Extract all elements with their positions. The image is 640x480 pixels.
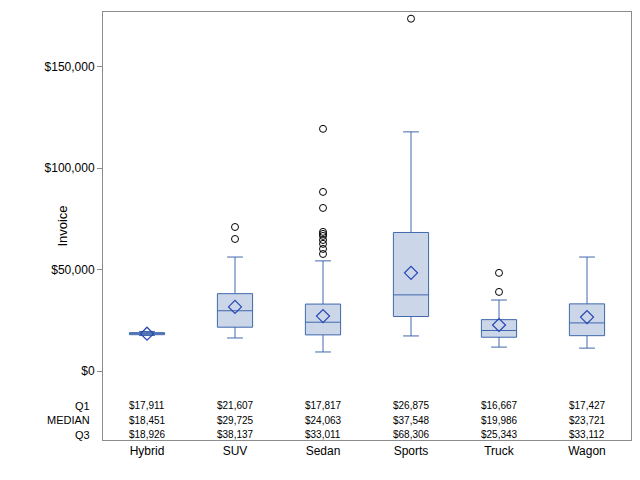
svg-text:$17,817: $17,817 xyxy=(305,400,342,411)
svg-text:$100,000: $100,000 xyxy=(45,161,95,175)
svg-text:$18,451: $18,451 xyxy=(129,415,166,426)
svg-text:Sedan: Sedan xyxy=(306,444,341,458)
svg-text:$17,911: $17,911 xyxy=(129,400,165,411)
svg-text:$38,137: $38,137 xyxy=(217,429,254,440)
svg-text:Sports: Sports xyxy=(394,444,429,458)
svg-text:$50,000: $50,000 xyxy=(51,263,95,277)
svg-text:$17,427: $17,427 xyxy=(569,400,606,411)
svg-text:Truck: Truck xyxy=(484,444,515,458)
svg-text:$150,000: $150,000 xyxy=(45,60,95,74)
svg-text:$21,607: $21,607 xyxy=(217,400,254,411)
svg-text:$33,112: $33,112 xyxy=(569,429,605,440)
svg-text:Q3: Q3 xyxy=(75,429,90,441)
svg-text:$0: $0 xyxy=(81,364,95,378)
svg-text:Q1: Q1 xyxy=(75,400,90,412)
svg-text:$29,725: $29,725 xyxy=(217,415,254,426)
svg-text:$25,343: $25,343 xyxy=(481,429,518,440)
svg-text:Invoice: Invoice xyxy=(55,205,70,246)
svg-text:$19,986: $19,986 xyxy=(481,415,518,426)
svg-text:$18,926: $18,926 xyxy=(129,429,166,440)
svg-text:$16,667: $16,667 xyxy=(481,400,518,411)
svg-text:Hybrid: Hybrid xyxy=(130,444,165,458)
svg-text:$68,306: $68,306 xyxy=(393,429,430,440)
svg-text:$23,721: $23,721 xyxy=(569,415,606,426)
svg-text:$37,548: $37,548 xyxy=(393,415,430,426)
svg-text:SUV: SUV xyxy=(223,444,248,458)
svg-text:$24,063: $24,063 xyxy=(305,415,342,426)
svg-text:MEDIAN: MEDIAN xyxy=(47,414,90,426)
svg-text:Wagon: Wagon xyxy=(568,444,606,458)
svg-text:$33,011: $33,011 xyxy=(305,429,341,440)
svg-text:$26,875: $26,875 xyxy=(393,400,430,411)
